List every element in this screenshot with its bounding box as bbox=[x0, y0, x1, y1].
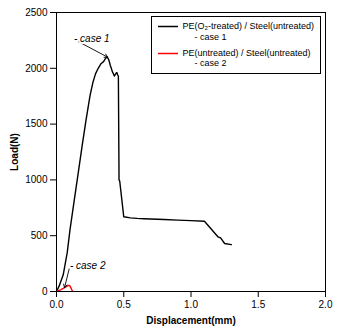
svg-text:1000: 1000 bbox=[25, 174, 48, 185]
svg-text:500: 500 bbox=[31, 230, 48, 241]
svg-text:1500: 1500 bbox=[25, 118, 48, 129]
html-text:- case 1: - case 1 bbox=[194, 31, 227, 42]
html-text:PE(untreated) / Steel(untreate: PE(untreated) / Steel(untreated) bbox=[182, 47, 311, 58]
html-text:- case 2: - case 2 bbox=[194, 58, 227, 69]
svg-text:Displacement(mm): Displacement(mm) bbox=[146, 315, 235, 326]
svg-text:1.5: 1.5 bbox=[251, 299, 265, 310]
svg-text:- case 1: - case 1 bbox=[74, 33, 110, 44]
svg-text:2000: 2000 bbox=[25, 63, 48, 74]
svg-text:- case 2: - case 2 bbox=[70, 260, 106, 271]
svg-text:0.0: 0.0 bbox=[50, 299, 64, 310]
svg-text:2.0: 2.0 bbox=[319, 299, 333, 310]
svg-text:Load(N): Load(N) bbox=[9, 133, 20, 171]
svg-text:0.5: 0.5 bbox=[117, 299, 131, 310]
svg-text:1.0: 1.0 bbox=[184, 299, 198, 310]
svg-text:2500: 2500 bbox=[25, 7, 48, 18]
html-text:PE(O₂-treated) / Steel(untreat: PE(O₂-treated) / Steel(untreated) bbox=[182, 21, 314, 31]
svg-text:0: 0 bbox=[42, 286, 48, 297]
